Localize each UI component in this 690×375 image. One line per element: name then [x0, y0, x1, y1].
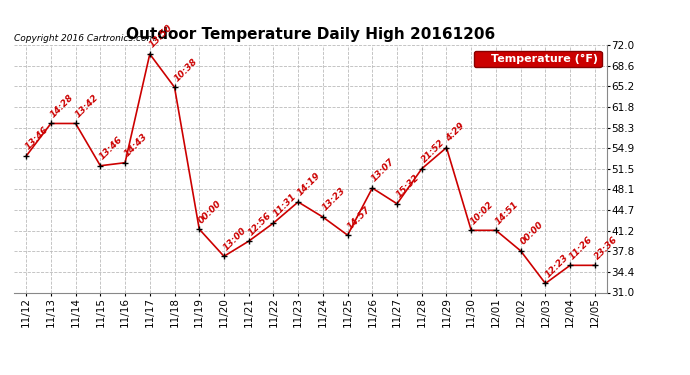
Text: 12:23: 12:23	[543, 253, 570, 279]
Text: 13:50: 13:50	[148, 23, 174, 50]
Text: 14:57: 14:57	[346, 204, 372, 231]
Text: 13:23: 13:23	[321, 186, 347, 213]
Text: 11:26: 11:26	[568, 235, 595, 261]
Text: 10:02: 10:02	[469, 200, 495, 226]
Text: 15:32: 15:32	[395, 173, 422, 200]
Text: Copyright 2016 Cartronics.com: Copyright 2016 Cartronics.com	[14, 33, 155, 42]
Title: Outdoor Temperature Daily High 20161206: Outdoor Temperature Daily High 20161206	[126, 27, 495, 42]
Text: 13:46: 13:46	[24, 125, 50, 152]
Text: 10:38: 10:38	[172, 57, 199, 83]
Text: 00:00: 00:00	[518, 220, 545, 247]
Text: 13:42: 13:42	[73, 93, 100, 119]
Text: 12:56: 12:56	[246, 210, 273, 237]
Text: 00:00: 00:00	[197, 198, 224, 225]
Text: 23:36: 23:36	[593, 235, 619, 261]
Text: 11:31: 11:31	[271, 192, 298, 219]
Text: 13:46: 13:46	[98, 135, 125, 162]
Text: 14:43: 14:43	[123, 132, 150, 159]
Legend: Temperature (°F): Temperature (°F)	[473, 51, 602, 68]
Text: 14:19: 14:19	[296, 171, 322, 198]
Text: 21:52: 21:52	[420, 138, 446, 165]
Text: 4:29: 4:29	[444, 121, 466, 144]
Text: 13:07: 13:07	[370, 157, 397, 184]
Text: 14:28: 14:28	[49, 93, 75, 119]
Text: 14:51: 14:51	[494, 200, 520, 226]
Text: 13:00: 13:00	[221, 225, 248, 252]
